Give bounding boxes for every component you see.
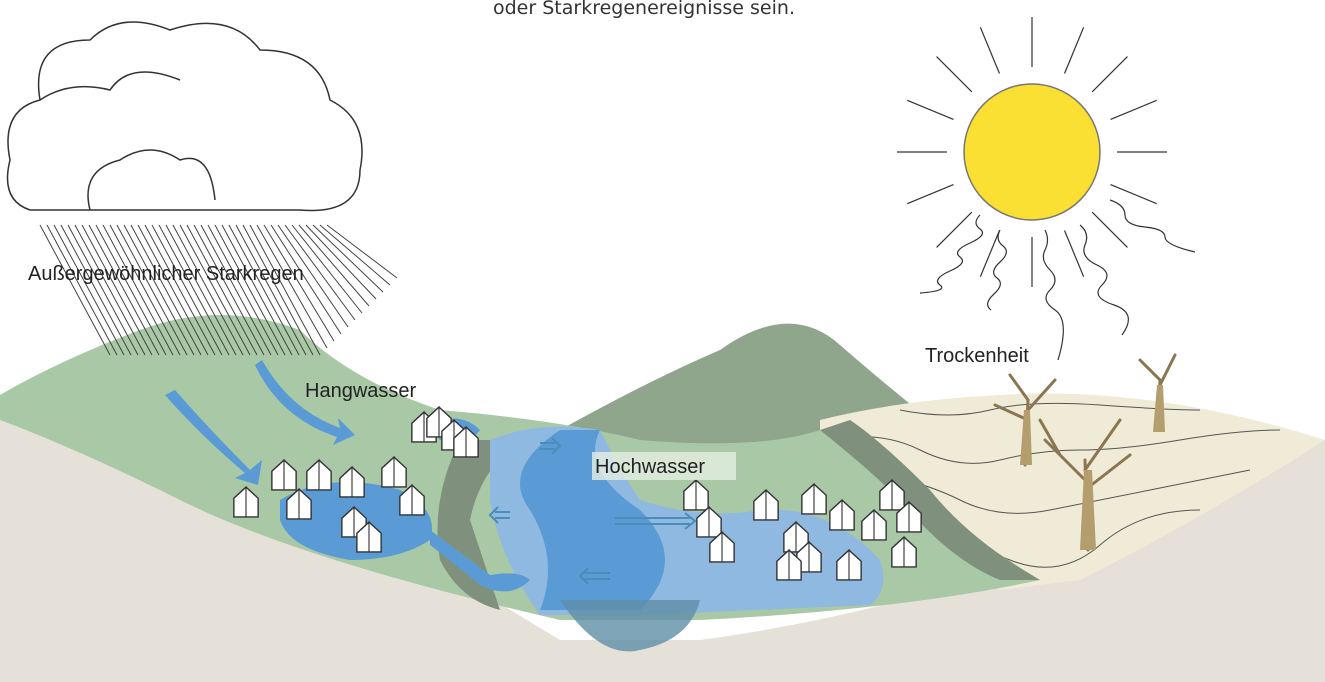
ray [980, 231, 999, 277]
ray [1111, 185, 1157, 204]
rain-label: Außergewöhnlicher Starkregen [28, 263, 304, 285]
heat-waves [920, 200, 1195, 360]
ray [980, 27, 999, 73]
cloud [8, 22, 363, 211]
ray [1065, 27, 1084, 73]
ray [1111, 100, 1157, 119]
ray [907, 100, 953, 119]
slope-water-label: Hangwasser [305, 380, 417, 402]
sun [964, 84, 1100, 220]
ray [1092, 57, 1127, 92]
drought-label: Trockenheit [925, 345, 1029, 367]
rain [40, 225, 397, 355]
ray [907, 185, 953, 204]
ray [937, 57, 972, 92]
flood-label: Hochwasser [595, 456, 705, 478]
caption: oder Starkregenereignisse sein. [493, 0, 795, 19]
rain-line [320, 225, 390, 285]
ray [937, 212, 972, 247]
ray [1065, 231, 1084, 277]
ray [1092, 212, 1127, 247]
illustration: oder Starkregenereignisse sein. [0, 0, 1325, 682]
